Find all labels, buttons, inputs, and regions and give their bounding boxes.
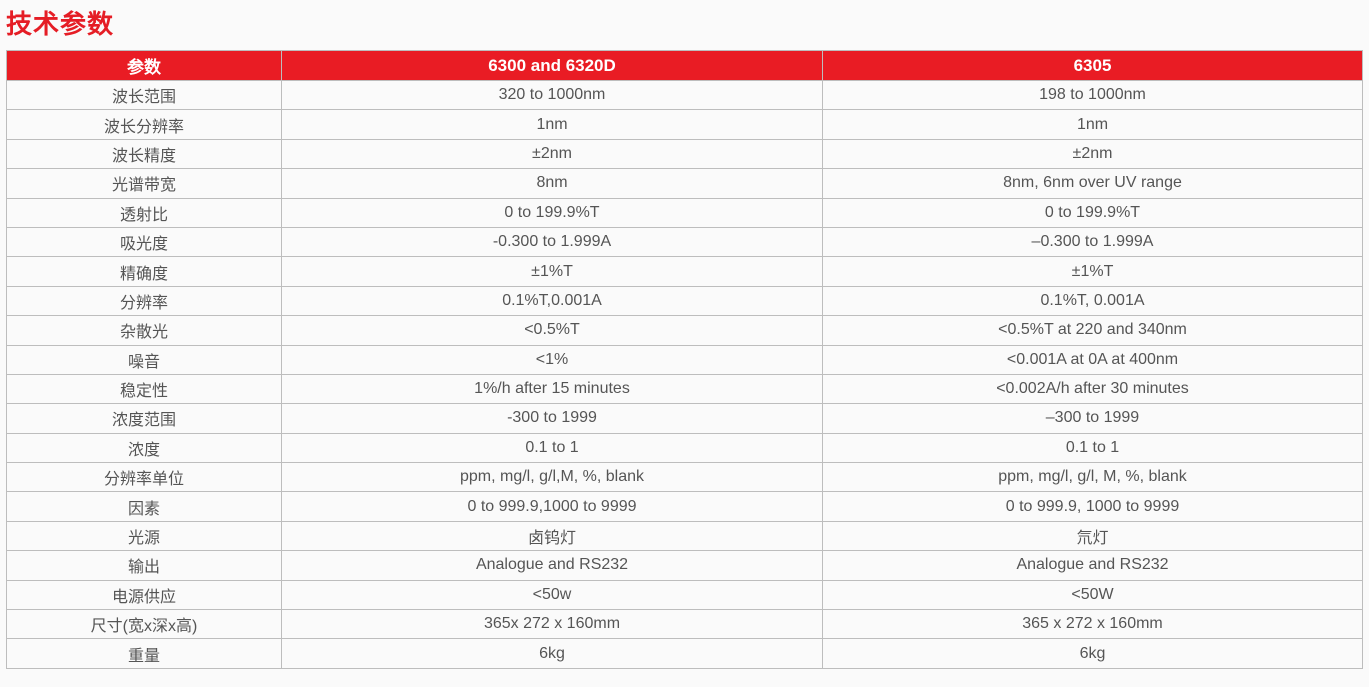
model-6300-cell: 320 to 1000nm: [281, 79, 823, 111]
model-6305-cell: <0.001A at 0A at 400nm: [822, 344, 1363, 375]
model-6300-cell: 1%/h after 15 minutes: [281, 373, 823, 405]
model-6305-cell: –0.300 to 1.999A: [822, 226, 1363, 258]
table-row: 噪音 <1% <0.001A at 0A at 400nm: [6, 344, 1363, 375]
table-row: 尺寸(宽x深x高) 365x 272 x 160mm 365 x 272 x 160…: [6, 609, 1363, 640]
parameter-cell: 重量: [6, 638, 282, 669]
table-row: 分辨率单位 ppm, mg/l, g/l,M, %, blank ppm, mg/l…: [6, 462, 1363, 493]
parameter-cell: 稳定性: [6, 373, 282, 405]
parameter-cell: 波长范围: [6, 79, 282, 111]
table-row: 杂散光 <0.5%T <0.5%T at 220 and 340nm: [6, 315, 1363, 346]
model-6300-cell: 0 to 999.9,1000 to 9999: [281, 491, 823, 522]
table-row: 电源供应 <50w <50W: [6, 579, 1363, 611]
model-6300-cell: 6kg: [281, 638, 823, 669]
page-title: 技术参数: [6, 9, 115, 39]
table-row: 吸光度 -0.300 to 1.999A –0.300 to 1.999A: [6, 226, 1363, 258]
model-6305-cell: 0.1%T, 0.001A: [822, 285, 1363, 317]
table-row: 稳定性 1%/h after 15 minutes <0.002A/h after …: [6, 373, 1363, 405]
table-row: 透射比 0 to 199.9%T 0 to 199.9%T: [6, 197, 1363, 228]
model-6305-cell: 6kg: [822, 638, 1363, 669]
model-6300-cell: -300 to 1999: [281, 403, 823, 434]
model-6300-cell: 365x 272 x 160mm: [281, 609, 823, 640]
model-6300-cell: 0.1 to 1: [281, 432, 823, 464]
model-6300-cell: 0.1%T,0.001A: [281, 285, 823, 317]
table-row: 精确度 ±1%T ±1%T: [6, 256, 1363, 287]
parameter-cell: 电源供应: [6, 579, 282, 611]
parameter-cell: 浓度范围: [6, 403, 282, 434]
parameter-cell: 精确度: [6, 256, 282, 287]
table-row: 分辨率 0.1%T,0.001A 0.1%T, 0.001A: [6, 285, 1363, 317]
model-6300-cell: Analogue and RS232: [281, 550, 823, 581]
model-6300-cell: -0.300 to 1.999A: [281, 226, 823, 258]
parameter-cell: 吸光度: [6, 226, 282, 258]
parameter-cell: 浓度: [6, 432, 282, 464]
table-row: 波长分辨率 1nm 1nm: [6, 109, 1363, 140]
model-6305-cell: ±2nm: [822, 138, 1363, 170]
model-6305-cell: 0.1 to 1: [822, 432, 1363, 464]
parameter-cell: 透射比: [6, 197, 282, 228]
model-6300-cell: ppm, mg/l, g/l,M, %, blank: [281, 462, 823, 493]
model-6305-cell: 8nm, 6nm over UV range: [822, 168, 1363, 199]
spec-table: 参数 6300 and 6320D 6305 波长范围 320 to 1000nm…: [6, 50, 1363, 669]
table-row: 输出 Analogue and RS232 Analogue and RS232: [6, 550, 1363, 581]
table-row: 波长精度 ±2nm ±2nm: [6, 138, 1363, 170]
table-row: 因素 0 to 999.9,1000 to 9999 0 to 999.9, 100…: [6, 491, 1363, 522]
model-6305-cell: <0.5%T at 220 and 340nm: [822, 315, 1363, 346]
header-parameter: 参数: [6, 50, 282, 81]
table-row: 光谱带宽 8nm 8nm, 6nm over UV range: [6, 168, 1363, 199]
model-6305-cell: 0 to 999.9, 1000 to 9999: [822, 491, 1363, 522]
parameter-cell: 光源: [6, 520, 282, 552]
parameter-cell: 噪音: [6, 344, 282, 375]
model-6305-cell: 氘灯: [822, 520, 1363, 552]
parameter-cell: 波长精度: [6, 138, 282, 170]
model-6300-cell: ±2nm: [281, 138, 823, 170]
model-6300-cell: <1%: [281, 344, 823, 375]
model-6305-cell: 198 to 1000nm: [822, 79, 1363, 111]
model-6305-cell: <0.002A/h after 30 minutes: [822, 373, 1363, 405]
parameter-cell: 输出: [6, 550, 282, 581]
parameter-cell: 杂散光: [6, 315, 282, 346]
model-6300-cell: 卤钨灯: [281, 520, 823, 552]
header-6300-6320d: 6300 and 6320D: [281, 50, 823, 81]
table-row: 光源 卤钨灯 氘灯: [6, 520, 1363, 552]
parameter-cell: 分辨率单位: [6, 462, 282, 493]
parameter-cell: 分辨率: [6, 285, 282, 317]
table-row: 波长范围 320 to 1000nm 198 to 1000nm: [6, 79, 1363, 111]
parameter-cell: 因素: [6, 491, 282, 522]
model-6300-cell: ±1%T: [281, 256, 823, 287]
model-6305-cell: ±1%T: [822, 256, 1363, 287]
model-6305-cell: 0 to 199.9%T: [822, 197, 1363, 228]
parameter-cell: 尺寸(宽x深x高): [6, 609, 282, 640]
header-6305: 6305: [822, 50, 1363, 81]
model-6300-cell: 1nm: [281, 109, 823, 140]
model-6305-cell: –300 to 1999: [822, 403, 1363, 434]
table-row: 浓度范围 -300 to 1999 –300 to 1999: [6, 403, 1363, 434]
model-6300-cell: 0 to 199.9%T: [281, 197, 823, 228]
parameter-cell: 波长分辨率: [6, 109, 282, 140]
model-6305-cell: 365 x 272 x 160mm: [822, 609, 1363, 640]
table-row: 浓度 0.1 to 1 0.1 to 1: [6, 432, 1363, 464]
parameter-cell: 光谱带宽: [6, 168, 282, 199]
model-6305-cell: Analogue and RS232: [822, 550, 1363, 581]
table-row: 重量 6kg 6kg: [6, 638, 1363, 669]
model-6305-cell: <50W: [822, 579, 1363, 611]
model-6305-cell: 1nm: [822, 109, 1363, 140]
table-header-row: 参数 6300 and 6320D 6305: [6, 50, 1363, 81]
model-6305-cell: ppm, mg/l, g/l, M, %, blank: [822, 462, 1363, 493]
model-6300-cell: <50w: [281, 579, 823, 611]
model-6300-cell: <0.5%T: [281, 315, 823, 346]
model-6300-cell: 8nm: [281, 168, 823, 199]
